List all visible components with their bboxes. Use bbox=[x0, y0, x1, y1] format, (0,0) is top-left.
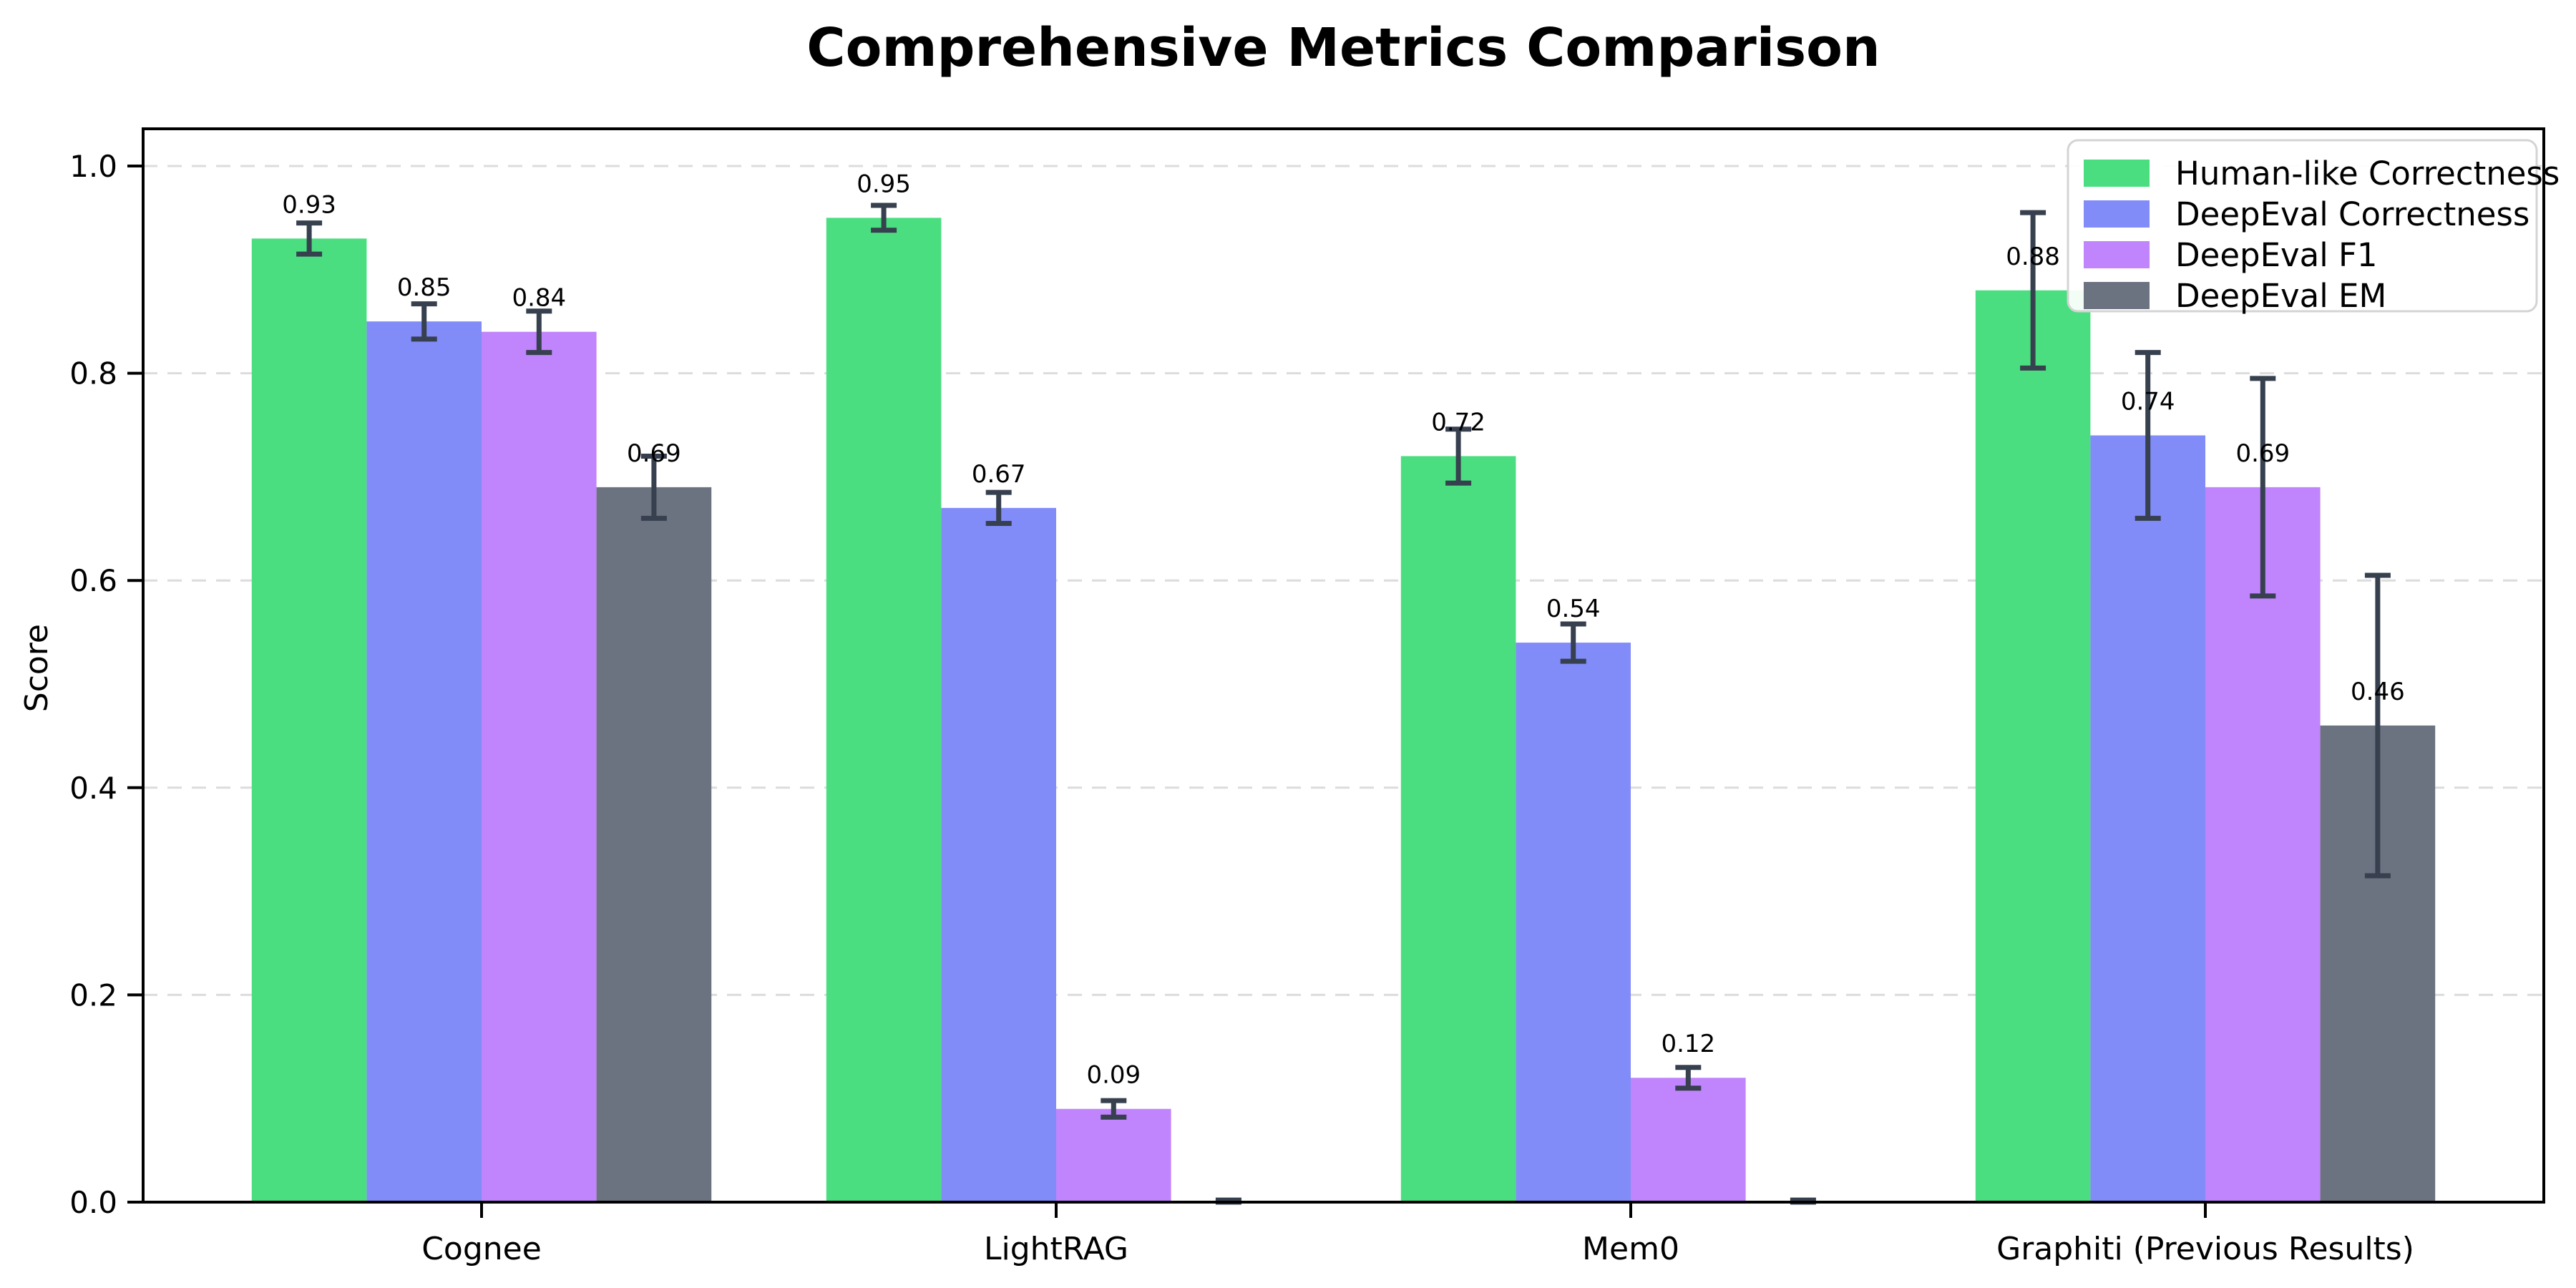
bar bbox=[1056, 1108, 1171, 1202]
y-tick-label: 0.8 bbox=[69, 356, 117, 391]
legend-swatch bbox=[2084, 282, 2150, 309]
x-tick-label: Mem0 bbox=[1582, 1231, 1679, 1267]
legend-swatch bbox=[2084, 200, 2150, 228]
bar bbox=[596, 487, 712, 1202]
bar-value-label: 0.95 bbox=[857, 170, 911, 198]
x-tick-label: Graphiti (Previous Results) bbox=[1996, 1231, 2414, 1267]
legend-swatch bbox=[2084, 160, 2150, 187]
error-bar bbox=[2135, 350, 2161, 521]
error-bar bbox=[871, 203, 897, 233]
bar bbox=[1631, 1078, 1746, 1202]
bar-value-label: 0.93 bbox=[282, 190, 336, 219]
bar-value-label: 0.84 bbox=[512, 284, 566, 313]
bar bbox=[826, 218, 942, 1202]
bar bbox=[1975, 290, 2091, 1202]
bar-value-label: 0.85 bbox=[397, 273, 452, 302]
y-tick-label: 1.0 bbox=[69, 149, 117, 184]
bar bbox=[251, 238, 367, 1202]
bar bbox=[1400, 456, 1516, 1203]
error-bar bbox=[526, 308, 552, 356]
chart-title: Comprehensive Metrics Comparison bbox=[806, 17, 1880, 79]
bar bbox=[1516, 643, 1631, 1202]
error-bar bbox=[411, 301, 437, 342]
legend-label: DeepEval Correctness bbox=[2175, 195, 2529, 233]
x-tick-label: Cognee bbox=[421, 1231, 542, 1267]
bar-value-label: 0.72 bbox=[1431, 408, 1485, 436]
error-bar bbox=[985, 489, 1012, 527]
bar-value-label: 0.67 bbox=[972, 460, 1026, 489]
error-bar bbox=[1101, 1098, 1127, 1120]
error-bar bbox=[1675, 1065, 1702, 1091]
y-tick-label: 0.4 bbox=[69, 771, 117, 806]
legend-label: DeepEval F1 bbox=[2175, 236, 2378, 274]
bar-value-label: 0.54 bbox=[1546, 595, 1601, 623]
bar-value-label: 0.12 bbox=[1661, 1030, 1715, 1058]
bar-value-label: 0.88 bbox=[2006, 243, 2060, 271]
x-tick-label: LightRAG bbox=[984, 1231, 1128, 1267]
bar bbox=[482, 331, 597, 1203]
legend-box bbox=[2067, 139, 2538, 313]
error-bar bbox=[2364, 572, 2391, 879]
legend-label: Human-like Correctness bbox=[2175, 155, 2560, 192]
y-tick-label: 0.6 bbox=[69, 563, 117, 598]
bar bbox=[2205, 487, 2321, 1202]
bar bbox=[366, 321, 482, 1203]
y-tick-label: 0.0 bbox=[69, 1185, 117, 1220]
bar bbox=[941, 507, 1056, 1202]
error-bar bbox=[296, 220, 323, 257]
error-bar bbox=[2250, 376, 2276, 599]
legend-label: DeepEval EM bbox=[2175, 277, 2386, 315]
bar bbox=[2090, 435, 2205, 1202]
bar-value-label: 0.69 bbox=[2235, 439, 2290, 468]
y-tick-label: 0.2 bbox=[69, 977, 117, 1013]
error-bar bbox=[1445, 426, 1472, 486]
bar-value-label: 0.46 bbox=[2351, 678, 2405, 706]
error-bar bbox=[1560, 621, 1586, 664]
bar-value-label: 0.69 bbox=[627, 439, 681, 468]
legend-swatch bbox=[2084, 241, 2150, 268]
bar-value-label: 0.74 bbox=[2121, 387, 2175, 416]
bar-value-label: 0.09 bbox=[1086, 1061, 1141, 1090]
error-bar bbox=[640, 453, 667, 521]
plot-border bbox=[142, 127, 2545, 1204]
error-bar bbox=[2020, 210, 2046, 371]
